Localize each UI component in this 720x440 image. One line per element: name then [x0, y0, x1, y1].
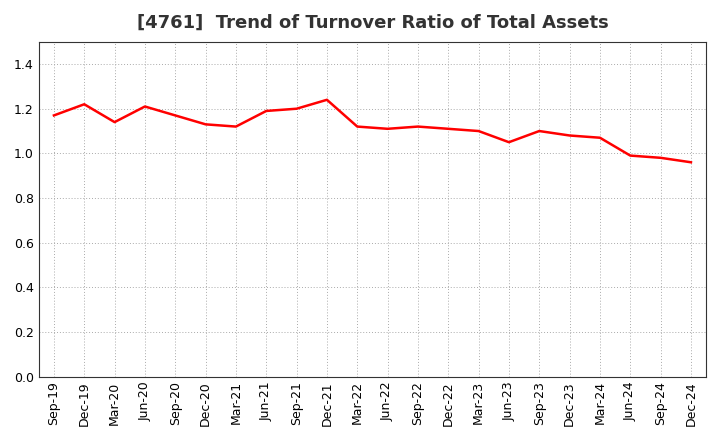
Title: [4761]  Trend of Turnover Ratio of Total Assets: [4761] Trend of Turnover Ratio of Total …	[137, 14, 608, 32]
